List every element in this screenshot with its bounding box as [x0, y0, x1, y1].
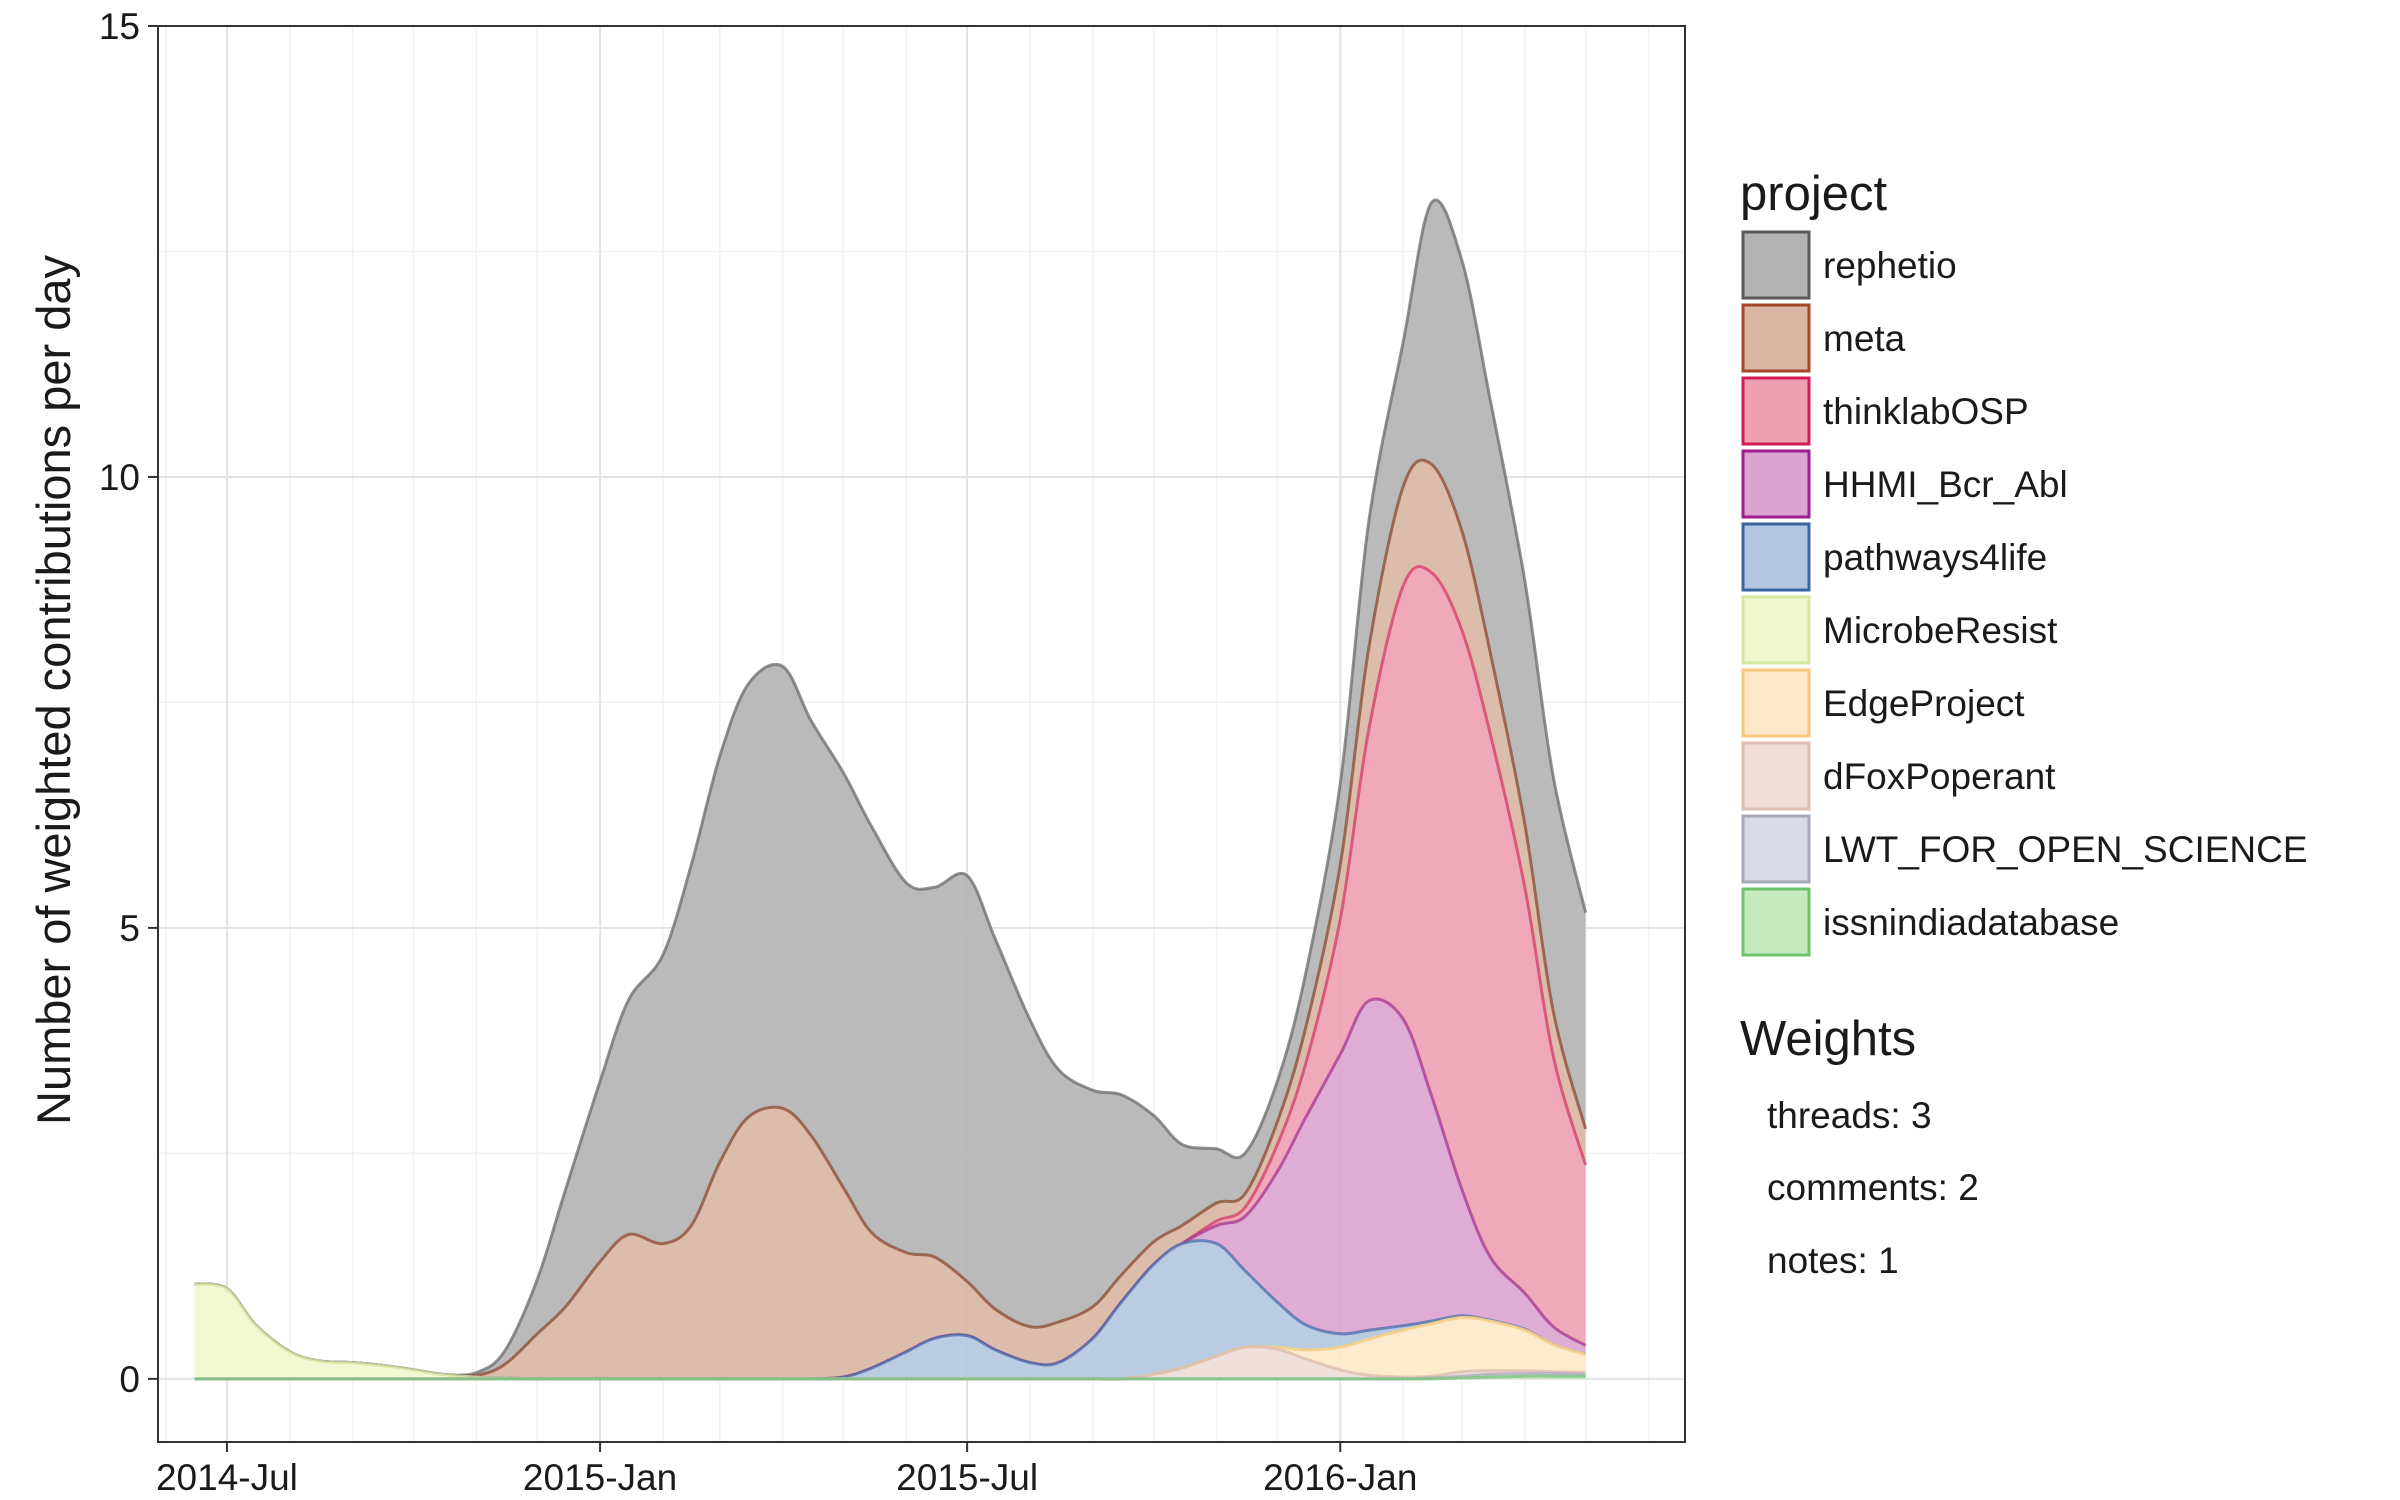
plot-frame — [157, 25, 1686, 1443]
area-rephetio — [194, 199, 1586, 1376]
area-dfoxpoperant — [194, 1346, 1586, 1380]
y-tick-label: 5 — [119, 908, 140, 949]
area-issnindiadatabase-outline — [194, 1374, 1586, 1381]
legend-item: issnindiadatabase — [1741, 887, 2119, 957]
legend-swatch — [1741, 814, 1811, 884]
axis-ticks: 0 5 10 15 2014-Jul 2015-Jan 2015-Jul 2016-Jan — [99, 6, 1418, 1498]
legend-item: LWT_FOR_OPEN_SCIENCE — [1741, 814, 2308, 884]
legend-swatch — [1741, 741, 1811, 811]
legend-swatch — [1741, 303, 1811, 373]
legend-item: MicrobeResist — [1741, 595, 2058, 665]
legend-item: HHMI_Bcr_Abl — [1741, 449, 2068, 519]
area-pathways4life — [194, 1240, 1586, 1380]
legend-item: dFoxPoperant — [1741, 741, 2056, 811]
legend-item: rephetio — [1741, 230, 1957, 300]
area-meta — [194, 460, 1586, 1380]
y-tick-label: 15 — [99, 6, 140, 47]
legend-swatch — [1741, 595, 1811, 665]
area-thinklabosp — [194, 566, 1586, 1380]
x-tick-label: 2015-Jul — [896, 1457, 1038, 1498]
plot-border — [157, 25, 1686, 1443]
legend-label: MicrobeResist — [1823, 610, 2058, 651]
legend-label: pathways4life — [1823, 537, 2047, 578]
legend-swatch — [1741, 522, 1811, 592]
legend-swatch — [1741, 376, 1811, 446]
legend-label: HHMI_Bcr_Abl — [1823, 464, 2068, 505]
legend-item: thinklabOSP — [1741, 376, 2029, 446]
weights-notes: notes: 1 — [1767, 1240, 1899, 1281]
y-tick-label: 10 — [99, 457, 140, 498]
legend-label: EdgeProject — [1823, 683, 2025, 724]
legend-swatch — [1741, 668, 1811, 738]
legend-title: project — [1740, 167, 1887, 221]
area-microberesist — [194, 1284, 1586, 1380]
weights-annotation: Weights threads: 3 comments: 2 notes: 1 — [1740, 1012, 1979, 1281]
area-layer — [194, 198, 1588, 1381]
legend-label: LWT_FOR_OPEN_SCIENCE — [1823, 829, 2308, 870]
legend-swatch — [1741, 230, 1811, 300]
area-hhmi-bcr-abl — [194, 999, 1586, 1380]
legend-label: issnindiadatabase — [1823, 902, 2119, 943]
legend-item: meta — [1741, 303, 1906, 373]
y-axis-title: Number of weighted contributions per day — [27, 255, 80, 1125]
legend-swatch — [1741, 449, 1811, 519]
legend-label: dFoxPoperant — [1823, 756, 2056, 797]
legend-swatch — [1741, 887, 1811, 957]
legend-item: pathways4life — [1741, 522, 2047, 592]
legend-item: EdgeProject — [1741, 668, 2025, 738]
legend-label: meta — [1823, 318, 1906, 359]
x-tick-label: 2014-Jul — [156, 1457, 298, 1498]
legend-label: rephetio — [1823, 245, 1957, 286]
x-tick-label: 2015-Jan — [523, 1457, 677, 1498]
y-tick-label: 0 — [119, 1359, 140, 1400]
weights-comments: comments: 2 — [1767, 1167, 1979, 1208]
legend: project rephetio meta thinklabOSP HHMI_Bcr_… — [1740, 167, 2308, 957]
weights-threads: threads: 3 — [1767, 1095, 1932, 1136]
x-tick-label: 2016-Jan — [1263, 1457, 1417, 1498]
weights-title: Weights — [1740, 1012, 1916, 1066]
legend-label: thinklabOSP — [1823, 391, 2029, 432]
